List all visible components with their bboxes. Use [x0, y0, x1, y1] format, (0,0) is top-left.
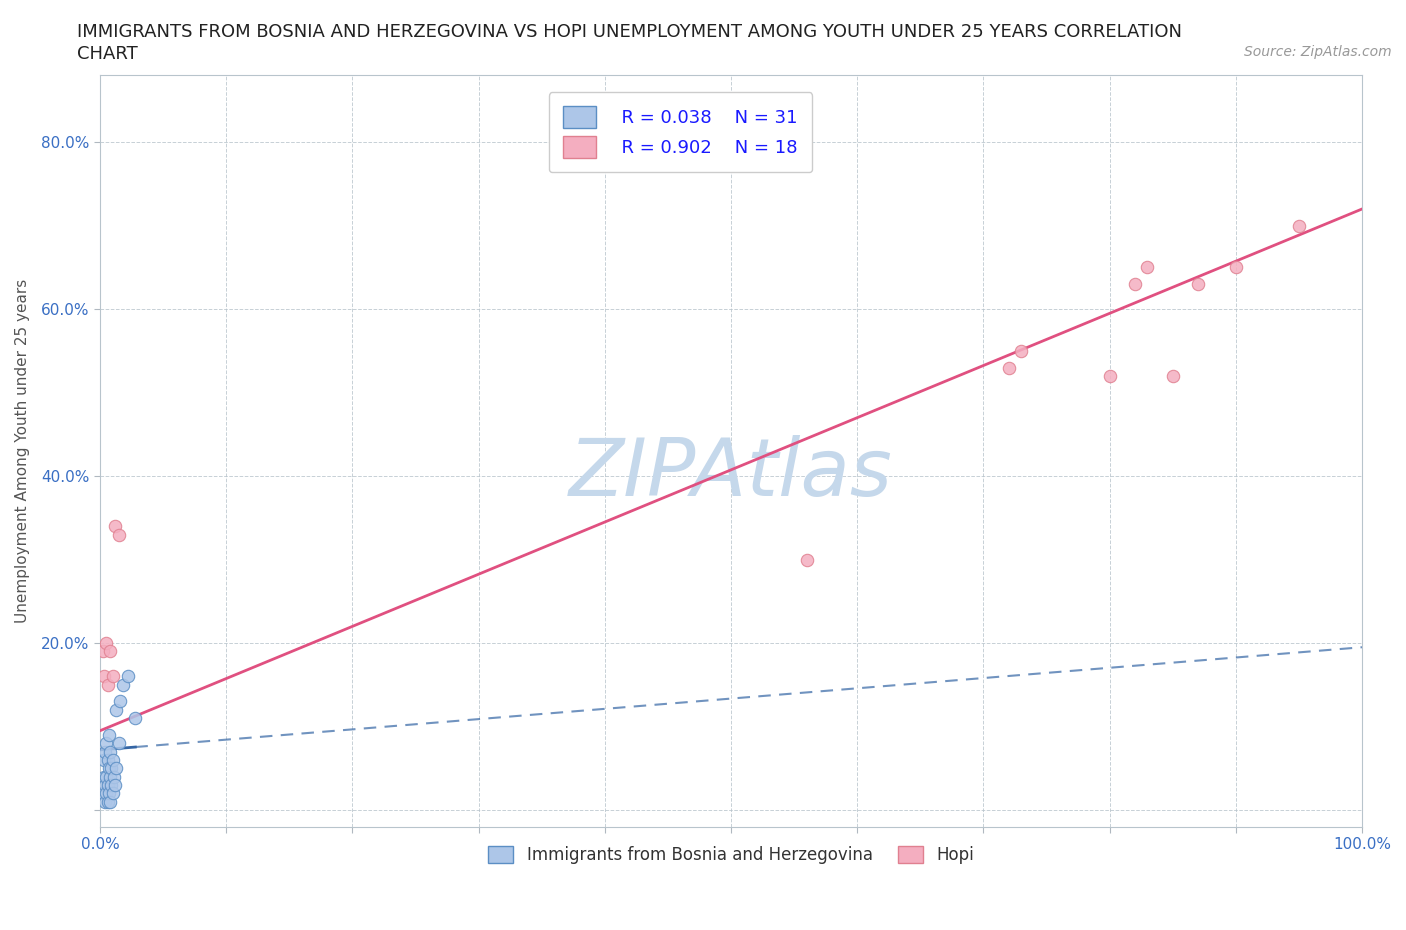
Text: IMMIGRANTS FROM BOSNIA AND HERZEGOVINA VS HOPI UNEMPLOYMENT AMONG YOUTH UNDER 25: IMMIGRANTS FROM BOSNIA AND HERZEGOVINA V… — [77, 23, 1182, 41]
Point — [94, 777, 117, 792]
Point — [97, 786, 120, 801]
Y-axis label: Unemployment Among Youth under 25 years: Unemployment Among Youth under 25 years — [15, 279, 30, 623]
Point — [97, 794, 120, 809]
Point — [98, 769, 121, 784]
Point — [97, 727, 120, 742]
Text: CHART: CHART — [77, 45, 138, 62]
Point — [97, 777, 120, 792]
Point — [94, 794, 117, 809]
Point — [98, 794, 121, 809]
Point — [108, 527, 131, 542]
Point — [1010, 343, 1032, 358]
Point — [97, 752, 120, 767]
Point — [100, 761, 122, 776]
Point — [124, 711, 146, 725]
Point — [94, 744, 117, 759]
Point — [91, 644, 114, 658]
Point — [93, 769, 115, 784]
Point — [96, 736, 118, 751]
Point — [1136, 260, 1159, 275]
Point — [1098, 368, 1121, 383]
Point — [111, 677, 134, 692]
Point — [93, 752, 115, 767]
Point — [117, 669, 139, 684]
Point — [1161, 368, 1184, 383]
Point — [98, 644, 121, 658]
Point — [1225, 260, 1247, 275]
Point — [93, 669, 115, 684]
Point — [97, 761, 120, 776]
Point — [101, 752, 124, 767]
Point — [103, 769, 125, 784]
Point — [110, 694, 132, 709]
Text: Source: ZipAtlas.com: Source: ZipAtlas.com — [1244, 45, 1392, 59]
Text: ZIPAtlas: ZIPAtlas — [569, 434, 893, 512]
Point — [96, 635, 118, 650]
Point — [108, 736, 131, 751]
Point — [1187, 277, 1209, 292]
Point — [1123, 277, 1146, 292]
Point — [100, 777, 122, 792]
Point — [105, 702, 128, 717]
Point — [997, 360, 1019, 375]
Point — [97, 677, 120, 692]
Point — [1288, 219, 1310, 233]
Point — [105, 761, 128, 776]
Point — [101, 786, 124, 801]
Point — [104, 519, 127, 534]
Legend: Immigrants from Bosnia and Herzegovina, Hopi: Immigrants from Bosnia and Herzegovina, … — [482, 840, 980, 871]
Point — [91, 786, 114, 801]
Point — [98, 744, 121, 759]
Point — [96, 769, 118, 784]
Point — [104, 777, 127, 792]
Point — [101, 669, 124, 684]
Point — [796, 552, 818, 567]
Point — [96, 786, 118, 801]
